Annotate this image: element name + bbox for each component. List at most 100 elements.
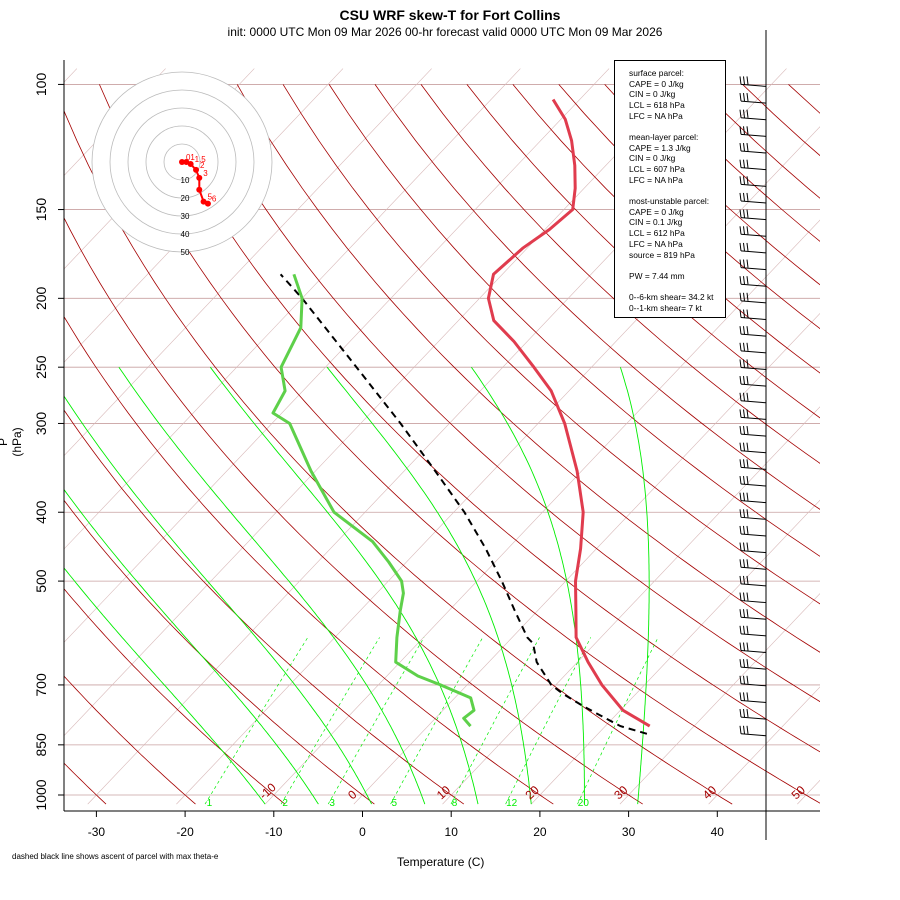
wind-barb (739, 642, 767, 654)
dry-adiabat (64, 315, 554, 805)
wind-barb (739, 525, 767, 537)
mean-layer-lfc: LFC = NA hPa (629, 174, 683, 185)
hodograph-point (187, 160, 194, 167)
wind-barb (739, 176, 767, 187)
most-unstable-cin: CIN = 0.1 J/kg (629, 217, 683, 228)
moist-adiabat (64, 488, 319, 805)
y-axis-title: P (hPa) (0, 427, 24, 457)
y-tick-label: 200 (33, 286, 49, 310)
temperature-line (486, 98, 651, 728)
mean-layer-cape: CAPE = 1.3 J/kg (629, 142, 691, 153)
hodograph-ring-label: 20 (181, 194, 190, 203)
y-tick-label: 500 (33, 569, 49, 593)
hodograph-ring (109, 89, 255, 235)
hodograph-point (196, 186, 203, 193)
wind-barb (739, 392, 767, 404)
hodograph-ring (145, 125, 219, 199)
stability-indices-box: surface parcel: CAPE = 0 J/kg CIN = 0 J/… (614, 60, 726, 318)
x-tick-label: -30 (88, 825, 106, 839)
wind-barb (739, 709, 767, 720)
hodograph-point-label: 5 (208, 193, 213, 202)
hodograph-ring (127, 107, 237, 217)
dry-adiabat (788, 84, 820, 114)
x-axis-title: Temperature (C) (397, 855, 485, 869)
dry-adiabat (64, 499, 375, 805)
moist-adiabat (209, 366, 479, 805)
precipitable-water: PW = 7.44 mm (629, 270, 685, 281)
wind-barb (739, 342, 767, 354)
mean-layer-lcl: LCL = 607 hPa (629, 164, 685, 175)
dry-adiabat (374, 84, 820, 510)
wind-barb (739, 592, 767, 604)
y-tick-label: 1000 (33, 779, 49, 810)
wind-barb (739, 192, 767, 204)
moist-adiabat (471, 366, 585, 805)
mixing-ratio-label: 5 (392, 798, 398, 809)
hodograph-point (196, 174, 203, 181)
wind-barb (739, 609, 767, 620)
y-tick-label: 100 (33, 73, 49, 97)
y-tick-label: 300 (33, 412, 49, 436)
isotherm-label: 20 (523, 783, 543, 803)
wind-barb (739, 93, 767, 104)
dry-adiabat (880, 84, 900, 804)
y-tick-label: 250 (33, 355, 49, 379)
wind-barb (739, 659, 767, 670)
y-tick-label: 850 (33, 733, 49, 757)
most-unstable-lfc: LFC = NA hPa (629, 238, 683, 249)
wind-barb (739, 259, 767, 271)
mean-layer-header: mean-layer parcel: (629, 132, 699, 143)
isotherm-label: 10 (434, 783, 454, 803)
mixing-ratio-label: 12 (506, 798, 518, 809)
surface-parcel-block: surface parcel: CAPE = 0 J/kg CIN = 0 J/… (629, 68, 725, 122)
hodograph-point-label: 1.5 (195, 155, 207, 164)
shear-0-1km: 0--1-km shear= 7 kt (629, 302, 702, 313)
moist-adiabat (326, 366, 532, 805)
surface-lcl: LCL = 618 hPa (629, 100, 685, 111)
mixing-ratio-label: 2 (282, 798, 288, 809)
wind-barb (739, 475, 767, 487)
wind-barb (739, 692, 767, 703)
hodograph-ring (163, 143, 201, 181)
most-unstable-header: most-unstable parcel: (629, 196, 710, 207)
mixing-ratio-line (450, 637, 540, 805)
mixing-ratio-line (577, 637, 659, 805)
wind-barb (739, 309, 767, 321)
hodograph-ring (91, 71, 273, 253)
wind-barb (739, 575, 767, 587)
wind-barb (739, 109, 767, 121)
hodograph-point-label: 3 (203, 169, 208, 178)
wind-barb (739, 426, 767, 437)
hodograph-ring-label: 50 (181, 248, 190, 257)
dry-adiabat (64, 588, 286, 805)
mixing-ratio-label: 8 (452, 798, 458, 809)
wind-barb (739, 675, 767, 687)
most-unstable-cape: CAPE = 0 J/kg (629, 206, 684, 217)
y-tick-label: 700 (33, 673, 49, 697)
shear-0-6km: 0--6-km shear= 34.2 kt (629, 291, 714, 302)
most-unstable-parcel-block: most-unstable parcel: CAPE = 0 J/kg CIN … (629, 196, 725, 260)
isotherm-line (886, 69, 900, 805)
footnote: dashed black line shows ascent of parcel… (12, 852, 219, 861)
isotherm-line (264, 219, 820, 805)
wind-barb (739, 159, 767, 171)
wind-barb (739, 409, 767, 420)
moist-adiabat (118, 366, 426, 805)
wind-barb (739, 359, 767, 370)
x-tick-label: -20 (176, 825, 194, 839)
surface-cape: CAPE = 0 J/kg (629, 78, 684, 89)
wind-barb (739, 492, 767, 504)
isotherm-line (797, 779, 820, 805)
wind-barb (739, 625, 767, 637)
wind-barb (739, 76, 767, 87)
wind-barb (739, 276, 767, 287)
surface-parcel-header: surface parcel: (629, 68, 684, 78)
dewpoint-line (271, 273, 476, 728)
y-tick-label: 150 (33, 198, 49, 222)
isotherm-line (176, 126, 820, 805)
surface-lfc: LFC = NA hPa (629, 110, 683, 121)
wind-barb (739, 209, 767, 221)
dry-adiabat (99, 84, 820, 804)
hodograph-point (204, 200, 211, 207)
